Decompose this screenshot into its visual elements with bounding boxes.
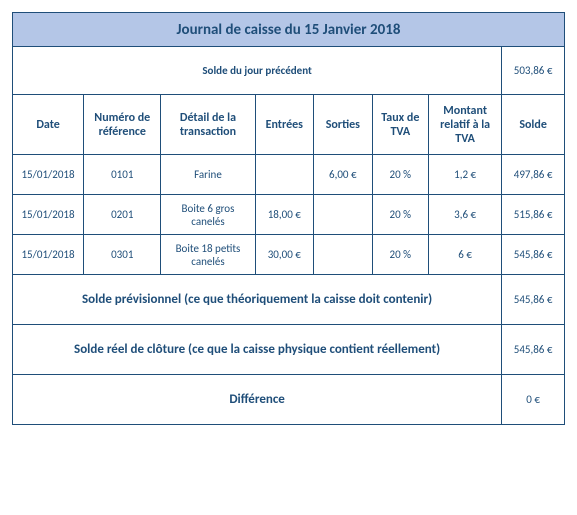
title-row: Journal de caisse du 15 Janvier 2018 bbox=[13, 13, 565, 47]
provisional-balance-row: Solde prévisionnel (ce que théoriquement… bbox=[13, 275, 565, 325]
col-date: Date bbox=[13, 95, 84, 155]
prev-balance-value: 503,86 € bbox=[502, 47, 565, 95]
col-in: Entrées bbox=[255, 95, 314, 155]
col-tva-amount: Montant relatif à la TVA bbox=[429, 95, 502, 155]
provisional-balance-label: Solde prévisionnel (ce que théoriquement… bbox=[13, 275, 502, 325]
table-row: 15/01/20180301Boite 18 petits canelés30,… bbox=[13, 235, 565, 275]
difference-row: Différence 0 € bbox=[13, 375, 565, 425]
col-detail: Détail de la transaction bbox=[161, 95, 255, 155]
cell-balance: 545,86 € bbox=[502, 235, 565, 275]
prev-balance-label: Solde du jour précédent bbox=[13, 47, 502, 95]
transaction-rows: 15/01/20180101Farine6,00 €20 %1,2 €497,8… bbox=[13, 155, 565, 275]
cell-detail: Boite 6 gros canelés bbox=[161, 195, 255, 235]
previous-balance-row: Solde du jour précédent 503,86 € bbox=[13, 47, 565, 95]
real-balance-row: Solde réel de clôture (ce que la caisse … bbox=[13, 325, 565, 375]
col-ref: Numéro de référence bbox=[84, 95, 161, 155]
col-out: Sorties bbox=[314, 95, 373, 155]
cell-in: 18,00 € bbox=[255, 195, 314, 235]
cell-tva_amount: 3,6 € bbox=[429, 195, 502, 235]
cell-out bbox=[314, 195, 373, 235]
cell-in: 30,00 € bbox=[255, 235, 314, 275]
cell-out: 6,00 € bbox=[314, 155, 373, 195]
cell-detail: Farine bbox=[161, 155, 255, 195]
cell-tva_amount: 1,2 € bbox=[429, 155, 502, 195]
real-balance-value: 545,86 € bbox=[502, 325, 565, 375]
cell-balance: 497,86 € bbox=[502, 155, 565, 195]
provisional-balance-value: 545,86 € bbox=[502, 275, 565, 325]
cash-journal-table: Journal de caisse du 15 Janvier 2018 Sol… bbox=[12, 12, 565, 425]
difference-value: 0 € bbox=[502, 375, 565, 425]
header-row: Date Numéro de référence Détail de la tr… bbox=[13, 95, 565, 155]
cell-tva_rate: 20 % bbox=[372, 195, 428, 235]
cell-tva_rate: 20 % bbox=[372, 155, 428, 195]
cell-date: 15/01/2018 bbox=[13, 195, 84, 235]
col-tva-rate: Taux de TVA bbox=[372, 95, 428, 155]
real-balance-label: Solde réel de clôture (ce que la caisse … bbox=[13, 325, 502, 375]
cell-balance: 515,86 € bbox=[502, 195, 565, 235]
table-row: 15/01/20180201Boite 6 gros canelés18,00 … bbox=[13, 195, 565, 235]
cell-detail: Boite 18 petits canelés bbox=[161, 235, 255, 275]
cell-out bbox=[314, 235, 373, 275]
cell-date: 15/01/2018 bbox=[13, 155, 84, 195]
journal-title: Journal de caisse du 15 Janvier 2018 bbox=[13, 13, 565, 47]
col-balance: Solde bbox=[502, 95, 565, 155]
table-row: 15/01/20180101Farine 6,00 €20 %1,2 €497,8… bbox=[13, 155, 565, 195]
cell-ref: 0301 bbox=[84, 235, 161, 275]
cell-in bbox=[255, 155, 314, 195]
cell-date: 15/01/2018 bbox=[13, 235, 84, 275]
cell-tva_rate: 20 % bbox=[372, 235, 428, 275]
cell-tva_amount: 6 € bbox=[429, 235, 502, 275]
difference-label: Différence bbox=[13, 375, 502, 425]
cell-ref: 0201 bbox=[84, 195, 161, 235]
cell-ref: 0101 bbox=[84, 155, 161, 195]
